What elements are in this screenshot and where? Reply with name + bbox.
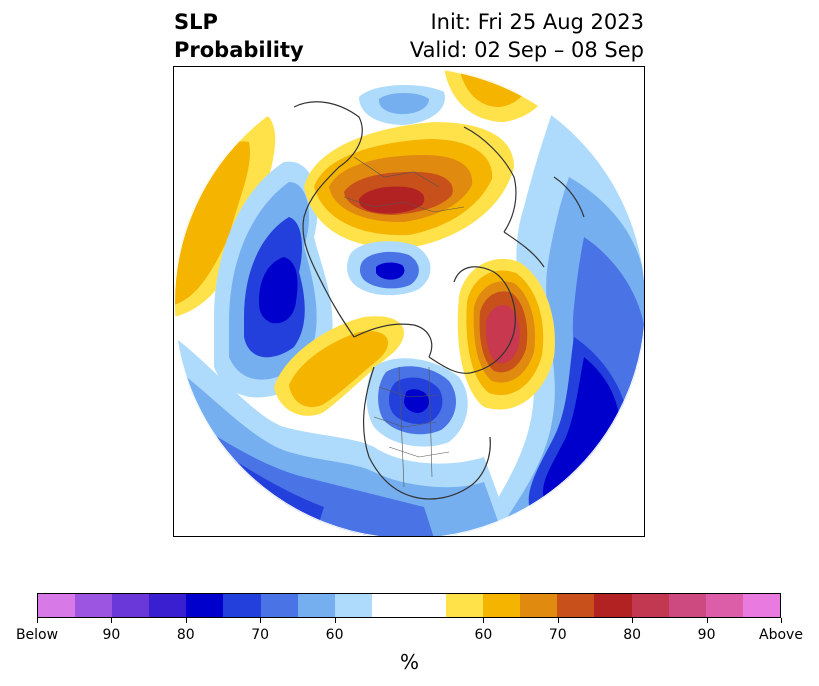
colorbar-swatch: [38, 594, 76, 617]
title-variable: SLP: [174, 10, 218, 34]
colorbar-swatch: [631, 594, 669, 617]
colorbar-swatch: [75, 594, 113, 617]
colorbar-tick: [111, 618, 112, 623]
colorbar-swatch: [483, 594, 521, 617]
cold-region-west-core: [259, 257, 298, 324]
colorbar-label: Below: [15, 627, 59, 643]
colorbar-labels: Below 90 80 70 60 60 70 80 90 Above: [0, 627, 819, 647]
probability-map: [174, 67, 644, 536]
cold-region-north-core: [378, 93, 429, 115]
colorbar-tick: [186, 618, 187, 623]
colorbar-tick: [37, 618, 38, 623]
colorbar-tick: [483, 618, 484, 623]
colorbar-swatch: [520, 594, 558, 617]
colorbar-label: 90: [697, 627, 716, 643]
colorbar-label: 60: [474, 627, 493, 643]
colorbar-swatch: [223, 594, 261, 617]
valid-range: Valid: 02 Sep – 08 Sep: [409, 38, 644, 62]
map-subtitle: Init: Fri 25 Aug 2023 Valid: 02 Sep – 08…: [410, 8, 644, 64]
init-date: Init: Fri 25 Aug 2023: [430, 10, 644, 34]
colorbar-swatch: [408, 594, 447, 617]
colorbar-label: 70: [251, 627, 270, 643]
colorbar-swatch: [742, 594, 780, 617]
colorbar-swatch: [112, 594, 150, 617]
map-disc-edge: [174, 67, 644, 536]
borders: [343, 156, 465, 488]
colorbar-swatch: [668, 594, 706, 617]
colorbar-swatch: [557, 594, 595, 617]
map-title: SLP Probability: [174, 8, 304, 64]
colorbar-tick: [558, 618, 559, 623]
colorbar: [37, 593, 781, 618]
colorbar-label: 80: [176, 627, 195, 643]
colorbar-tick: [707, 618, 708, 623]
colorbar-unit: %: [399, 650, 419, 674]
colorbar-tick: [335, 618, 336, 623]
cold-region-arctic-core: [376, 262, 405, 280]
colorbar-swatch: [594, 594, 632, 617]
colorbar-label: 80: [623, 627, 642, 643]
colorbar-swatch: [260, 594, 298, 617]
colorbar-label: 60: [325, 627, 344, 643]
colorbar-swatch: [186, 594, 224, 617]
coastlines: [293, 101, 585, 500]
cold-region-america-core: [404, 389, 429, 413]
colorbar-label: Above: [759, 627, 803, 643]
warm-region-pacific-2: [289, 331, 389, 407]
colorbar-swatch: [149, 594, 187, 617]
colorbar-swatch: [334, 594, 372, 617]
title-product: Probability: [174, 38, 304, 62]
colorbar-label: 90: [102, 627, 121, 643]
colorbar-tick: [781, 618, 782, 623]
colorbar-swatch: [297, 594, 335, 617]
colorbar-tick: [260, 618, 261, 623]
colorbar-tick: [632, 618, 633, 623]
colorbar-label: 70: [548, 627, 567, 643]
warm-region-atlantic-core: [485, 305, 520, 364]
colorbar-swatch: [705, 594, 743, 617]
colorbar-swatch: [446, 594, 484, 617]
polar-map: [173, 66, 645, 537]
colorbar-swatch: [371, 594, 409, 617]
